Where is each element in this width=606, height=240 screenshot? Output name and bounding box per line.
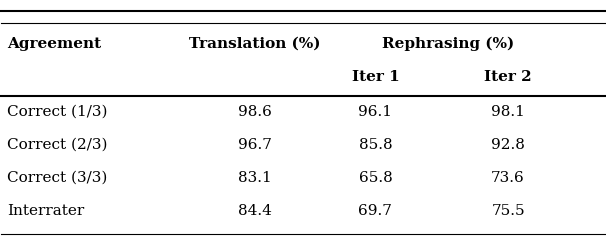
Text: Agreement: Agreement <box>7 37 102 51</box>
Text: Iter 2: Iter 2 <box>484 70 532 84</box>
Text: Translation (%): Translation (%) <box>189 37 321 51</box>
Text: Correct (3/3): Correct (3/3) <box>7 171 108 185</box>
Text: 85.8: 85.8 <box>359 138 392 152</box>
Text: 75.5: 75.5 <box>491 204 525 218</box>
Text: 96.1: 96.1 <box>358 105 393 119</box>
Text: Rephrasing (%): Rephrasing (%) <box>382 37 514 51</box>
Text: 65.8: 65.8 <box>359 171 392 185</box>
Text: 96.7: 96.7 <box>238 138 271 152</box>
Text: 83.1: 83.1 <box>238 171 271 185</box>
Text: Iter 1: Iter 1 <box>351 70 399 84</box>
Text: Correct (2/3): Correct (2/3) <box>7 138 108 152</box>
Text: 73.6: 73.6 <box>491 171 525 185</box>
Text: 98.1: 98.1 <box>491 105 525 119</box>
Text: Correct (1/3): Correct (1/3) <box>7 105 108 119</box>
Text: 98.6: 98.6 <box>238 105 271 119</box>
Text: 84.4: 84.4 <box>238 204 271 218</box>
Text: 69.7: 69.7 <box>359 204 392 218</box>
Text: Interrater: Interrater <box>7 204 85 218</box>
Text: 92.8: 92.8 <box>491 138 525 152</box>
